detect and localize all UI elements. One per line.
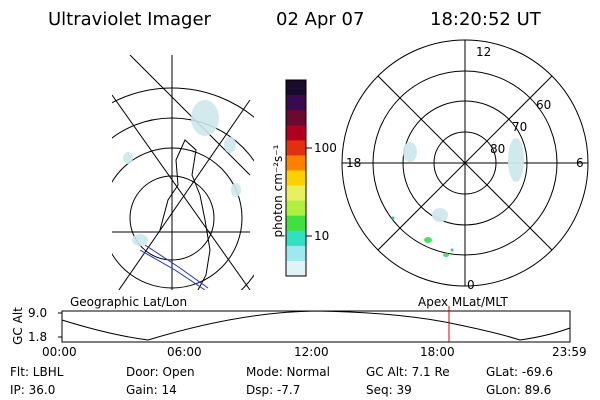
lat-label-60: 60 [536, 98, 552, 112]
mlt-label-6: 6 [576, 156, 584, 170]
timeline-xtick-0600: 06:00 [167, 345, 202, 359]
colorbar-band [286, 215, 306, 232]
colorbar-band [286, 155, 306, 171]
polar-aurora [391, 138, 524, 257]
timeline-ytick-1_8: 1.8 [28, 330, 48, 344]
polar-plot [341, 39, 589, 287]
mlt-label-0: 0 [467, 278, 475, 292]
geographic-label: Geographic Lat/Lon [70, 295, 188, 309]
timeline-xtick-1200: 12:00 [294, 345, 329, 359]
timeline-ylabel: GC Alt [11, 307, 25, 345]
colorbar-unit-label: photon cm⁻²s⁻¹ [271, 144, 285, 238]
seq-info: Seq: 39 [366, 383, 412, 397]
instrument-title: Ultraviolet Imager [48, 9, 211, 30]
glon-info: GLon: 89.6 [486, 383, 552, 397]
mlt-label-12: 12 [476, 45, 492, 59]
apex-label: Apex MLat/MLT [418, 295, 508, 309]
timeline-ytick-9: 9.0 [28, 306, 48, 320]
colorbar-tick-10: 10 [314, 229, 330, 243]
colorbar-band [286, 230, 306, 247]
timeline-xtick-1800: 18:00 [420, 345, 455, 359]
timeline-xtick-2359: 23:59 [552, 345, 587, 359]
colorbar-band [286, 125, 306, 141]
colorbar-band [286, 200, 306, 217]
time-label: 18:20:52 UT [430, 9, 541, 30]
colorbar-band [286, 245, 306, 262]
gain-info: Gain: 14 [126, 383, 177, 397]
lat-label-70: 70 [512, 120, 528, 134]
left-aurora [123, 100, 241, 246]
geographic-map [112, 55, 254, 290]
colorbar-band [286, 95, 306, 111]
mode-info: Mode: Normal [246, 365, 330, 379]
colorbar [286, 80, 306, 277]
glat-info: GLat: -69.6 [486, 365, 553, 379]
lat-label-80: 80 [490, 142, 506, 156]
colorbar-band [286, 80, 306, 96]
date-label: 02 Apr 07 [276, 9, 365, 30]
colorbar-band [286, 185, 306, 202]
filter-info: Flt: LBHL [10, 365, 64, 379]
colorbar-band [286, 170, 306, 187]
colorbar-band [286, 140, 306, 156]
colorbar-tick-100: 100 [314, 141, 337, 155]
colorbar-band [286, 110, 306, 126]
gc-alt-info: GC Alt: 7.1 Re [366, 365, 450, 379]
dsp-info: Dsp: -7.7 [246, 383, 301, 397]
ip-info: IP: 36.0 [10, 383, 56, 397]
door-info: Door: Open [126, 365, 195, 379]
timeline-xtick-0000: 00:00 [42, 345, 77, 359]
altitude-timeline [58, 306, 571, 343]
mlt-label-18: 18 [346, 156, 362, 170]
colorbar-band [286, 260, 306, 277]
